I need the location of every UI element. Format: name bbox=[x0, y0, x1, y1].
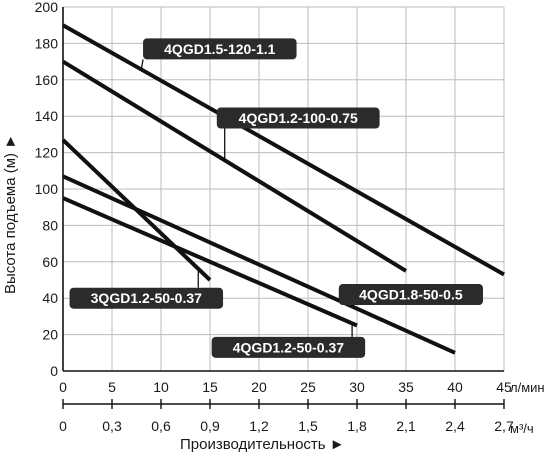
callout-box bbox=[143, 38, 297, 60]
x2-tick-label: 1,2 bbox=[249, 418, 269, 434]
x-tick-label: 5 bbox=[108, 379, 116, 395]
y-axis-title: Высота подъема (м) ► bbox=[2, 134, 19, 294]
series-label: 4QGD1.5-120-1.1 bbox=[164, 41, 275, 57]
callout-box bbox=[338, 284, 483, 306]
x2-tick-label: 0 bbox=[59, 418, 67, 434]
x-unit-secondary: м³/ч bbox=[510, 421, 534, 436]
x2-tick-label: 0,9 bbox=[200, 418, 220, 434]
y-tick-label: 180 bbox=[35, 35, 59, 51]
x-tick-label: 35 bbox=[398, 379, 414, 395]
y-tick-label: 20 bbox=[42, 327, 58, 343]
y-tick-label: 40 bbox=[42, 290, 58, 306]
y-tick-label: 80 bbox=[42, 217, 58, 233]
y-tick-label: 200 bbox=[35, 0, 59, 15]
y-tick-label: 0 bbox=[50, 363, 58, 379]
x-tick-label: 40 bbox=[447, 379, 463, 395]
x-tick-label: 20 bbox=[251, 379, 267, 395]
callout-box bbox=[211, 336, 366, 358]
y-tick-label: 120 bbox=[35, 145, 59, 161]
callout-box bbox=[69, 287, 224, 309]
y-tick-label: 100 bbox=[35, 181, 59, 197]
y-tick-labels: 0 20 40 60 80 100 120 140 160 180 200 bbox=[35, 0, 59, 379]
series-lines bbox=[61, 23, 505, 355]
x-axis-title: Производительность ► bbox=[180, 436, 345, 453]
x-tick-label: 0 bbox=[59, 379, 67, 395]
y-tick-label: 60 bbox=[42, 254, 58, 270]
series-line-1 bbox=[61, 59, 408, 273]
x2-tick-label: 1,5 bbox=[298, 418, 318, 434]
callout-leader bbox=[140, 59, 144, 69]
series-line-4 bbox=[62, 196, 358, 328]
x2-tick-label: 0,3 bbox=[102, 418, 122, 434]
x2-tick-label: 2,1 bbox=[396, 418, 416, 434]
x2-tick-label: 2,4 bbox=[445, 418, 465, 434]
series-callouts: 4QGD1.5-120-1.1 4QGD1.2-100-0.75 3QGD1.2-5… bbox=[69, 38, 483, 358]
y-tick-label: 140 bbox=[35, 108, 59, 124]
x2-tick-label: 1,8 bbox=[347, 418, 367, 434]
x2-tick-labels: 0 0,3 0,6 0,9 1,2 1,5 1,8 2,1 2,4 2,7 bbox=[59, 418, 514, 434]
x-tick-label: 10 bbox=[153, 379, 169, 395]
axes bbox=[62, 7, 505, 409]
series-line-3 bbox=[62, 174, 456, 355]
x-tick-label: 45 bbox=[496, 379, 512, 395]
y-tick-label: 160 bbox=[35, 72, 59, 88]
x-tick-label: 15 bbox=[202, 379, 218, 395]
x-tick-labels: 0 5 10 15 20 25 30 35 40 45 bbox=[59, 379, 512, 395]
x2-tick-label: 0,6 bbox=[151, 418, 171, 434]
series-label: 4QGD1.2-100-0.75 bbox=[239, 110, 358, 126]
series-label: 4QGD1.2-50-0.37 bbox=[233, 339, 344, 355]
x-tick-label: 30 bbox=[349, 379, 365, 395]
series-line-0 bbox=[62, 23, 505, 277]
series-label: 3QGD1.2-50-0.37 bbox=[91, 290, 202, 306]
x-tick-label: 25 bbox=[300, 379, 316, 395]
callout-box bbox=[216, 107, 380, 129]
x2-tick-label: 2,7 bbox=[494, 418, 514, 434]
series-label: 4QGD1.8-50-0.5 bbox=[359, 287, 463, 303]
x-unit-primary: л/мин bbox=[510, 380, 545, 395]
